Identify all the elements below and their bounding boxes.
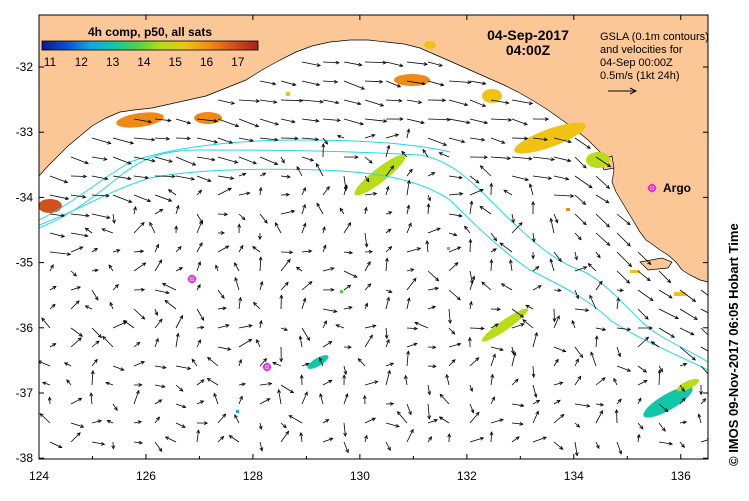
x-tick-label: 126 (136, 469, 156, 483)
x-tick-label: 128 (243, 469, 263, 483)
legend-line-3: 04-Sep 00:00Z (600, 57, 673, 69)
x-tick-label: 136 (671, 469, 691, 483)
map-date: 04-Sep-2017 (487, 27, 569, 43)
colorbar-title: 4h comp, p50, all sats (88, 25, 212, 39)
legend-line-4: 0.5m/s (1kt 24h) (600, 70, 679, 82)
colorbar-tick: 14 (137, 55, 151, 69)
map-time: 04:00Z (506, 42, 551, 58)
x-tick-label: 134 (564, 469, 584, 483)
x-tick-label: 132 (457, 469, 477, 483)
colorbar-tick: 15 (169, 55, 183, 69)
y-tick-label: -36 (16, 321, 34, 335)
colorbar-tick: 12 (75, 55, 89, 69)
legend-line-2: and velocities for (600, 44, 683, 56)
x-tick-label: 130 (350, 469, 370, 483)
y-tick-label: -38 (16, 451, 34, 465)
colorbar-tick: 16 (200, 55, 214, 69)
y-tick-label: -37 (16, 386, 34, 400)
colorbar (42, 41, 258, 50)
y-tick-label: -34 (16, 190, 34, 204)
imos-credit: © IMOS 09-Nov-2017 06:05 Hobart Time (726, 223, 741, 466)
y-tick-label: -32 (16, 60, 34, 74)
y-tick-label: -33 (16, 125, 34, 139)
colorbar-tick: 11 (44, 55, 57, 69)
x-tick-label: 124 (29, 469, 49, 483)
argo-label: Argo (663, 181, 691, 195)
colorbar-tick: 13 (106, 55, 120, 69)
y-tick-label: -35 (16, 256, 34, 270)
legend-line-1: GSLA (0.1m contours) (600, 31, 709, 43)
colorbar-tick: 17 (231, 55, 245, 69)
